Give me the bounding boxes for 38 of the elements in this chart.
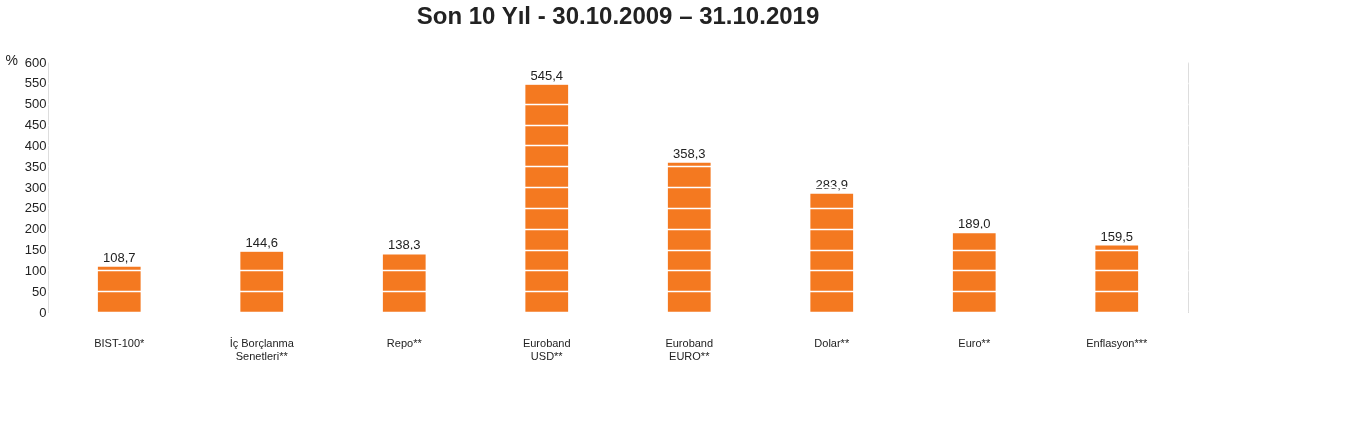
y-tick-label: 300 [24, 179, 47, 195]
y-tick-label: 250 [24, 200, 47, 216]
y-tick-label: 550 [24, 75, 47, 91]
data-label: 159,5 [1100, 228, 1134, 244]
x-tick-label: BIST-100* [94, 336, 146, 349]
x-tick-label: Euroband EURO** [665, 336, 714, 362]
bar [97, 266, 141, 312]
y-tick-label: 450 [24, 117, 47, 132]
bar [240, 251, 284, 312]
bar [667, 162, 711, 312]
x-tick-label: İç Borçlanma Senetleri** [229, 336, 295, 362]
data-label: 144,6 [245, 234, 279, 250]
x-tick-label: Euroband USD** [522, 336, 571, 362]
data-label: 189,0 [957, 216, 991, 232]
x-tick-label: Euro** [958, 336, 991, 349]
y-tick-label: 200 [24, 221, 47, 237]
data-label: 108,7 [102, 249, 136, 265]
y-axis-title: % [5, 52, 18, 68]
y-tick-label: 350 [24, 158, 47, 174]
data-label: 138,3 [387, 237, 421, 253]
y-tick-label: 150 [24, 242, 47, 257]
y-tick-label: 500 [24, 96, 47, 112]
y-tick-label: 0 [39, 304, 47, 320]
y-tick-label: 400 [24, 137, 47, 153]
y-tick-label: 50 [32, 283, 47, 299]
y-tick-label: 600 [24, 54, 47, 70]
data-label: 545,4 [530, 67, 564, 83]
y-tick-label: 100 [24, 262, 47, 278]
bar [382, 254, 426, 312]
chart-title: Son 10 Yıl - 30.10.2009 – 31.10.2019 [416, 2, 820, 29]
bar [952, 233, 996, 312]
data-label: 358,3 [672, 145, 706, 161]
bar [810, 193, 854, 312]
bar [525, 84, 569, 312]
bar [1095, 245, 1139, 312]
x-tick-label: Enflasyon*** [1086, 336, 1149, 349]
x-tick-label: Dolar** [814, 336, 850, 349]
x-tick-label: Repo** [386, 336, 423, 349]
